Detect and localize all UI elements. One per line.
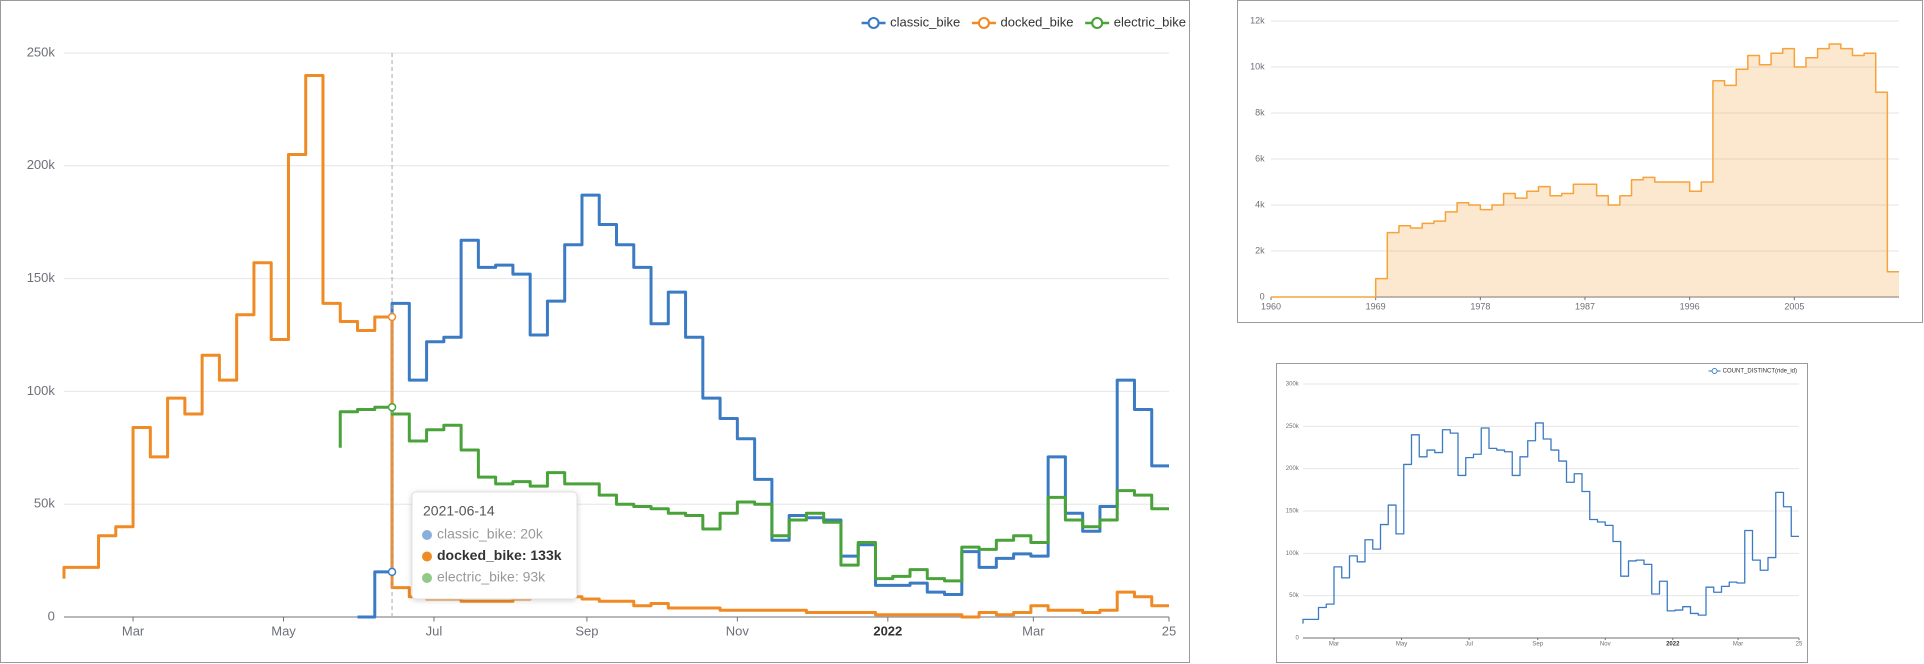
tooltip-box [411,491,578,600]
x-tick-label: 1960 [1261,301,1281,311]
y-tick-label: 10k [1250,61,1265,71]
x-tick-label: Mar [1329,642,1339,648]
y-tick-label: 200k [1286,466,1300,472]
tooltip-point [387,567,397,577]
series-line [1302,422,1799,624]
area-fill [1271,44,1899,297]
y-tick-label: 12k [1250,15,1265,25]
x-tick-label: 1969 [1366,301,1386,311]
x-tick-label: 25 [1162,623,1176,638]
tooltip-dot [422,530,432,540]
x-tick-label: 1987 [1575,301,1595,311]
y-tick-label: 150k [1286,509,1300,515]
y-tick-label: 8k [1255,107,1265,117]
y-tick-label: 150k [27,270,56,285]
y-tick-label: 6k [1255,153,1265,163]
y-tick-label: 2k [1255,245,1265,255]
y-tick-label: 4k [1255,199,1265,209]
year-panel [1237,0,1923,323]
legend-icon [1711,368,1718,374]
x-tick-label: 1996 [1680,301,1700,311]
legend-icon [977,16,990,30]
series-line [338,405,1169,583]
x-tick-label: 2005 [1784,301,1804,311]
tooltip-title: 2021-06-14 [423,503,495,519]
y-tick-label: 300k [1286,382,1300,388]
main-panel [0,0,1190,663]
tooltip-point [387,312,397,322]
x-tick-label: Nov [1600,642,1611,648]
x-tick-label: 1978 [1470,301,1490,311]
legend-icon [1091,16,1104,30]
tooltip-item: electric_bike: 93k [437,569,546,585]
y-tick-label: 250k [1286,424,1300,430]
tooltip-point [387,402,397,412]
y-tick-label: 100k [1286,551,1300,557]
y-tick-label: 50k [34,496,55,511]
y-tick-label: 0 [1295,636,1299,642]
x-tick-label: 2022 [873,623,902,638]
y-tick-label: 50k [1289,593,1300,599]
series-line [357,193,1169,619]
x-tick-label: Jul [426,623,443,638]
tooltip-dot [422,551,432,562]
x-tick-label: 25 [1796,642,1803,648]
legend-icon [867,16,880,30]
series-line [1271,43,1899,298]
x-tick-label: Nov [726,623,750,638]
y-tick-label: 0 [1260,291,1265,301]
tooltip-item: docked_bike: 133k [437,547,562,563]
x-tick-label: Jul [1465,642,1473,648]
legend-label: classic_bike [890,14,960,29]
y-tick-label: 100k [27,383,56,398]
legend-label: docked_bike [1000,14,1073,29]
x-tick-label: Mar [1733,642,1743,648]
x-tick-label: May [1396,642,1407,648]
x-tick-label: Mar [1022,623,1045,638]
total-panel [1276,363,1808,663]
x-tick-label: 2022 [1666,642,1680,648]
legend-label: electric_bike [1114,14,1186,29]
y-tick-label: 200k [27,157,56,172]
y-tick-label: 0 [48,608,55,623]
y-tick-label: 250k [27,44,56,59]
x-tick-label: Mar [122,623,145,638]
x-tick-label: Sep [575,623,598,638]
legend-label: COUNT_DISTINCT(ride_id) [1723,369,1797,375]
x-tick-label: Sep [1532,642,1543,648]
x-tick-label: May [271,623,296,638]
tooltip-item: classic_bike: 20k [437,526,544,542]
tooltip-dot [422,573,432,583]
